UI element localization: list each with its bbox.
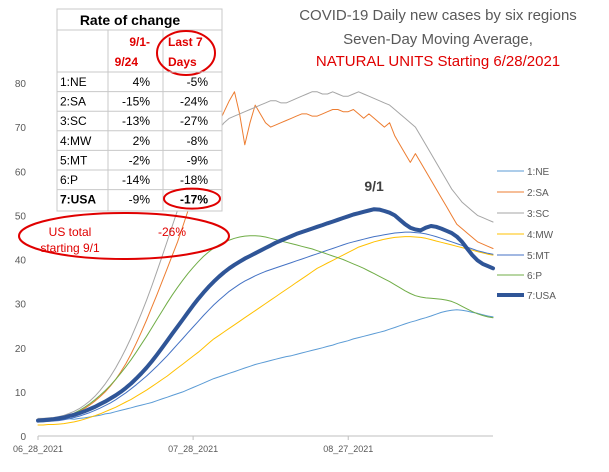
table-header-last7: Days xyxy=(168,55,197,69)
red-circle-highlight xyxy=(163,187,221,210)
y-tick-label: 50 xyxy=(15,211,27,222)
table-footer-label: starting 9/1 xyxy=(40,241,100,255)
table-row-period-change: -2% xyxy=(129,153,151,167)
x-tick-label: 07_28_2021 xyxy=(168,444,218,454)
chart-title-line-3: NATURAL UNITS Starting 6/28/2021 xyxy=(316,53,560,70)
table-row-region: 6:P xyxy=(60,173,78,187)
series-line-5mt xyxy=(37,231,494,423)
chart-legend: 1:NE 2:SA 3:SC 4:MW 5:MT 6:P 7:USA xyxy=(497,167,556,302)
table-row-region: 7:USA xyxy=(60,193,96,207)
chart-annotation: 9/1 xyxy=(364,178,384,194)
series-line-4mw xyxy=(37,236,494,426)
chart-series xyxy=(36,91,495,426)
chart-title: COVID-19 Daily new cases by six regions S… xyxy=(299,7,577,70)
y-tick-label: 0 xyxy=(20,432,26,443)
table-row-period-change: -9% xyxy=(129,193,151,207)
table-row-last7-change: -5% xyxy=(187,75,209,89)
legend-label: 6:P xyxy=(527,271,542,282)
table-row-last7-change: -24% xyxy=(180,95,208,109)
series-line-3sc xyxy=(37,91,494,419)
table-header-period: 9/1- xyxy=(129,35,150,49)
y-tick-label: 60 xyxy=(15,167,27,178)
table-footer-label: US total xyxy=(49,225,92,239)
table-header-last7: Last 7 xyxy=(168,35,203,49)
chart-title-line-1: COVID-19 Daily new cases by six regions xyxy=(299,7,577,24)
legend-label: 7:USA xyxy=(527,291,556,302)
series-line-6p xyxy=(37,235,494,422)
y-tick-label: 20 xyxy=(15,344,27,355)
legend-label: 2:SA xyxy=(527,188,549,199)
table-row-period-change: -15% xyxy=(122,95,150,109)
table-row-last7-change: -9% xyxy=(187,153,209,167)
red-circle-highlight xyxy=(18,212,230,260)
series-line-7usa xyxy=(36,207,495,423)
x-tick-label: 06_28_2021 xyxy=(13,444,63,454)
table-row-last7-change: -27% xyxy=(180,114,208,128)
legend-label: 4:MW xyxy=(527,230,554,241)
table-header-period: 9/24 xyxy=(115,55,139,69)
legend-label: 5:MT xyxy=(527,251,550,262)
x-tick-label: 08_27_2021 xyxy=(323,444,373,454)
table-row-period-change: 4% xyxy=(133,75,151,89)
y-tick-label: 30 xyxy=(15,300,27,311)
y-tick-label: 80 xyxy=(15,79,27,90)
series-line-1ne xyxy=(37,309,494,421)
red-circle-highlight xyxy=(156,30,216,76)
table-row-region: 5:MT xyxy=(60,153,88,167)
table-row-period-change: -13% xyxy=(122,114,150,128)
table-row-last7-change: -17% xyxy=(180,193,208,207)
table-footer-value: -26% xyxy=(158,225,186,239)
y-tick-label: 40 xyxy=(15,256,27,267)
table-row-period-change: 2% xyxy=(133,134,151,148)
table-row-region: 1:NE xyxy=(60,75,87,89)
y-tick-label: 10 xyxy=(15,388,27,399)
table-row-last7-change: -8% xyxy=(187,134,209,148)
table-title: Rate of change xyxy=(80,12,181,28)
chart-title-line-2: Seven-Day Moving Average, xyxy=(343,31,533,48)
table-row-region: 3:SC xyxy=(60,114,87,128)
y-tick-label: 70 xyxy=(15,123,27,134)
table-row-period-change: -14% xyxy=(122,173,150,187)
legend-label: 3:SC xyxy=(527,209,549,220)
legend-label: 1:NE xyxy=(527,167,550,178)
rate-of-change-table: Rate of change 9/1- 9/24 Last 7 Days 1:NE 4% -5… xyxy=(18,8,230,260)
table-row-region: 2:SA xyxy=(60,95,86,109)
table-row-region: 4:MW xyxy=(60,134,92,148)
table-row-last7-change: -18% xyxy=(180,173,208,187)
annotation-label: 9/1 xyxy=(364,178,384,194)
chart-axes: 0 10 20 30 40 50 60 70 80 06_28_2021 07_28_2021 08_… xyxy=(13,79,493,454)
